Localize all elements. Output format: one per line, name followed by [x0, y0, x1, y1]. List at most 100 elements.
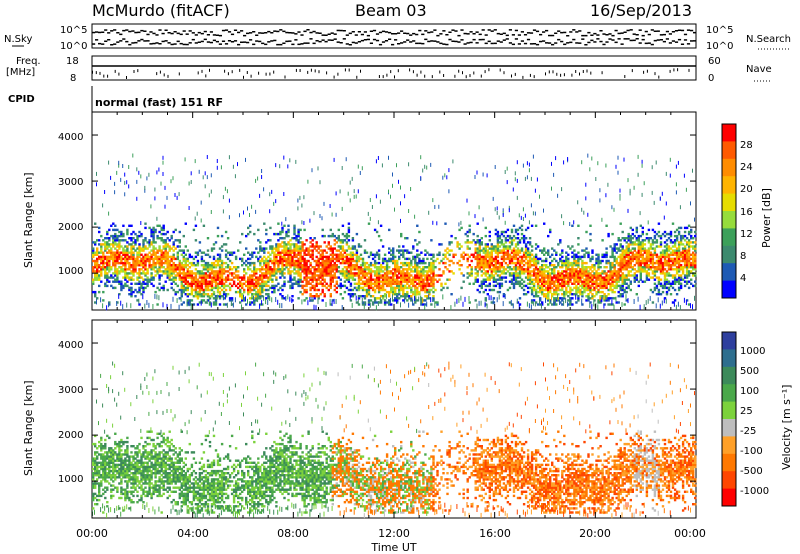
- search-sample: [227, 40, 232, 42]
- echo-cell: [526, 251, 530, 254]
- echo-cell: [220, 272, 224, 275]
- echo-cell: [545, 280, 548, 283]
- echo-cell: [524, 247, 528, 250]
- echo-cell: [585, 272, 588, 275]
- search-sample: [575, 42, 579, 44]
- echo-cell: [381, 266, 385, 269]
- echo-cell: [400, 295, 403, 298]
- echo-cell: [420, 251, 423, 254]
- echo-cell: [545, 288, 548, 292]
- echo-cell: [309, 299, 312, 302]
- echo-cell: [414, 299, 417, 302]
- echo-cell: [524, 293, 528, 296]
- echo-cell: [579, 274, 582, 277]
- echo-cell: [476, 278, 479, 281]
- echo-cell: [263, 222, 266, 225]
- echo-cell: [216, 272, 220, 275]
- echo-cell: [347, 276, 351, 279]
- echo-cell: [510, 259, 514, 263]
- echo-cell: [369, 278, 373, 281]
- nave-sample: [356, 75, 358, 79]
- echo-cell: [307, 249, 310, 252]
- echo-cell: [295, 249, 298, 252]
- echo-cell: [549, 268, 552, 271]
- echo-cell: [106, 280, 109, 283]
- echo-cell: [541, 249, 544, 252]
- echo-cell: [124, 245, 127, 248]
- echo-cell: [488, 259, 491, 263]
- echo-cell: [299, 264, 302, 267]
- echo-cell: [110, 284, 113, 288]
- echo-cell: [130, 286, 133, 290]
- echo-cell: [567, 257, 570, 261]
- echo-cell: [285, 217, 287, 222]
- search-sample: [572, 38, 576, 41]
- echo-cell: [228, 272, 232, 275]
- echo-cell: [116, 170, 118, 175]
- echo-cell: [110, 253, 113, 256]
- echo-cell: [345, 157, 347, 162]
- search-sample: [493, 42, 497, 45]
- echo-cell: [536, 177, 538, 182]
- echo-cell: [120, 251, 123, 254]
- echo-cell: [498, 249, 502, 252]
- echo-cell: [494, 207, 496, 212]
- echo-cell: [190, 180, 192, 184]
- echo-cell: [281, 266, 284, 269]
- echo-cell: [144, 286, 147, 290]
- echo-cell: [331, 257, 334, 261]
- echo-cell: [281, 255, 284, 259]
- echo-cell: [122, 261, 125, 265]
- echo-cell: [208, 288, 212, 292]
- search-sample: [569, 41, 573, 44]
- echo-cell: [134, 268, 137, 271]
- echo-cell: [583, 261, 586, 265]
- echo-cell: [458, 259, 461, 263]
- echo-cell: [329, 293, 332, 296]
- echo-cell: [144, 278, 147, 281]
- echo-cell: [353, 268, 357, 271]
- echo-cell: [120, 286, 123, 290]
- echo-cell: [130, 303, 132, 309]
- echo-cell: [152, 245, 155, 248]
- echo-cell: [577, 251, 580, 254]
- echo-cell: [196, 280, 200, 283]
- echo-cell: [345, 268, 349, 271]
- echo-cell: [196, 264, 200, 267]
- echo-cell: [305, 247, 308, 250]
- echo-cell: [383, 259, 387, 263]
- echo-cell: [396, 276, 399, 279]
- echo-cell: [128, 264, 131, 267]
- echo-cell: [92, 249, 95, 252]
- echo-cell: [571, 297, 574, 300]
- echo-cell: [480, 274, 483, 277]
- echo-cell: [305, 280, 308, 283]
- echo-cell: [561, 280, 564, 283]
- sky-sample: [185, 33, 189, 35]
- echo-cell: [313, 288, 316, 292]
- search-sample: [475, 42, 479, 44]
- echo-cell: [347, 257, 351, 261]
- echo-cell: [94, 278, 97, 281]
- echo-cell: [303, 272, 306, 275]
- echo-cell: [488, 276, 491, 279]
- echo-cell: [428, 266, 431, 269]
- echo-cell: [432, 274, 435, 277]
- echo-cell: [416, 290, 419, 294]
- nave-sample: [586, 69, 588, 73]
- nave-sample: [269, 72, 271, 76]
- echo-cell: [144, 268, 147, 271]
- echo-cell: [553, 268, 556, 271]
- echo-cell: [480, 261, 483, 265]
- echo-cell: [577, 295, 580, 298]
- echo-cell: [190, 284, 194, 288]
- echo-cell: [299, 247, 302, 250]
- echo-cell: [124, 268, 127, 271]
- echo-cell: [263, 255, 266, 259]
- echo-cell: [545, 297, 546, 303]
- echo-cell: [281, 226, 284, 230]
- echo-cell: [106, 245, 109, 248]
- echo-cell: [482, 249, 485, 252]
- echo-cell: [206, 175, 208, 180]
- echo-cell: [406, 299, 409, 302]
